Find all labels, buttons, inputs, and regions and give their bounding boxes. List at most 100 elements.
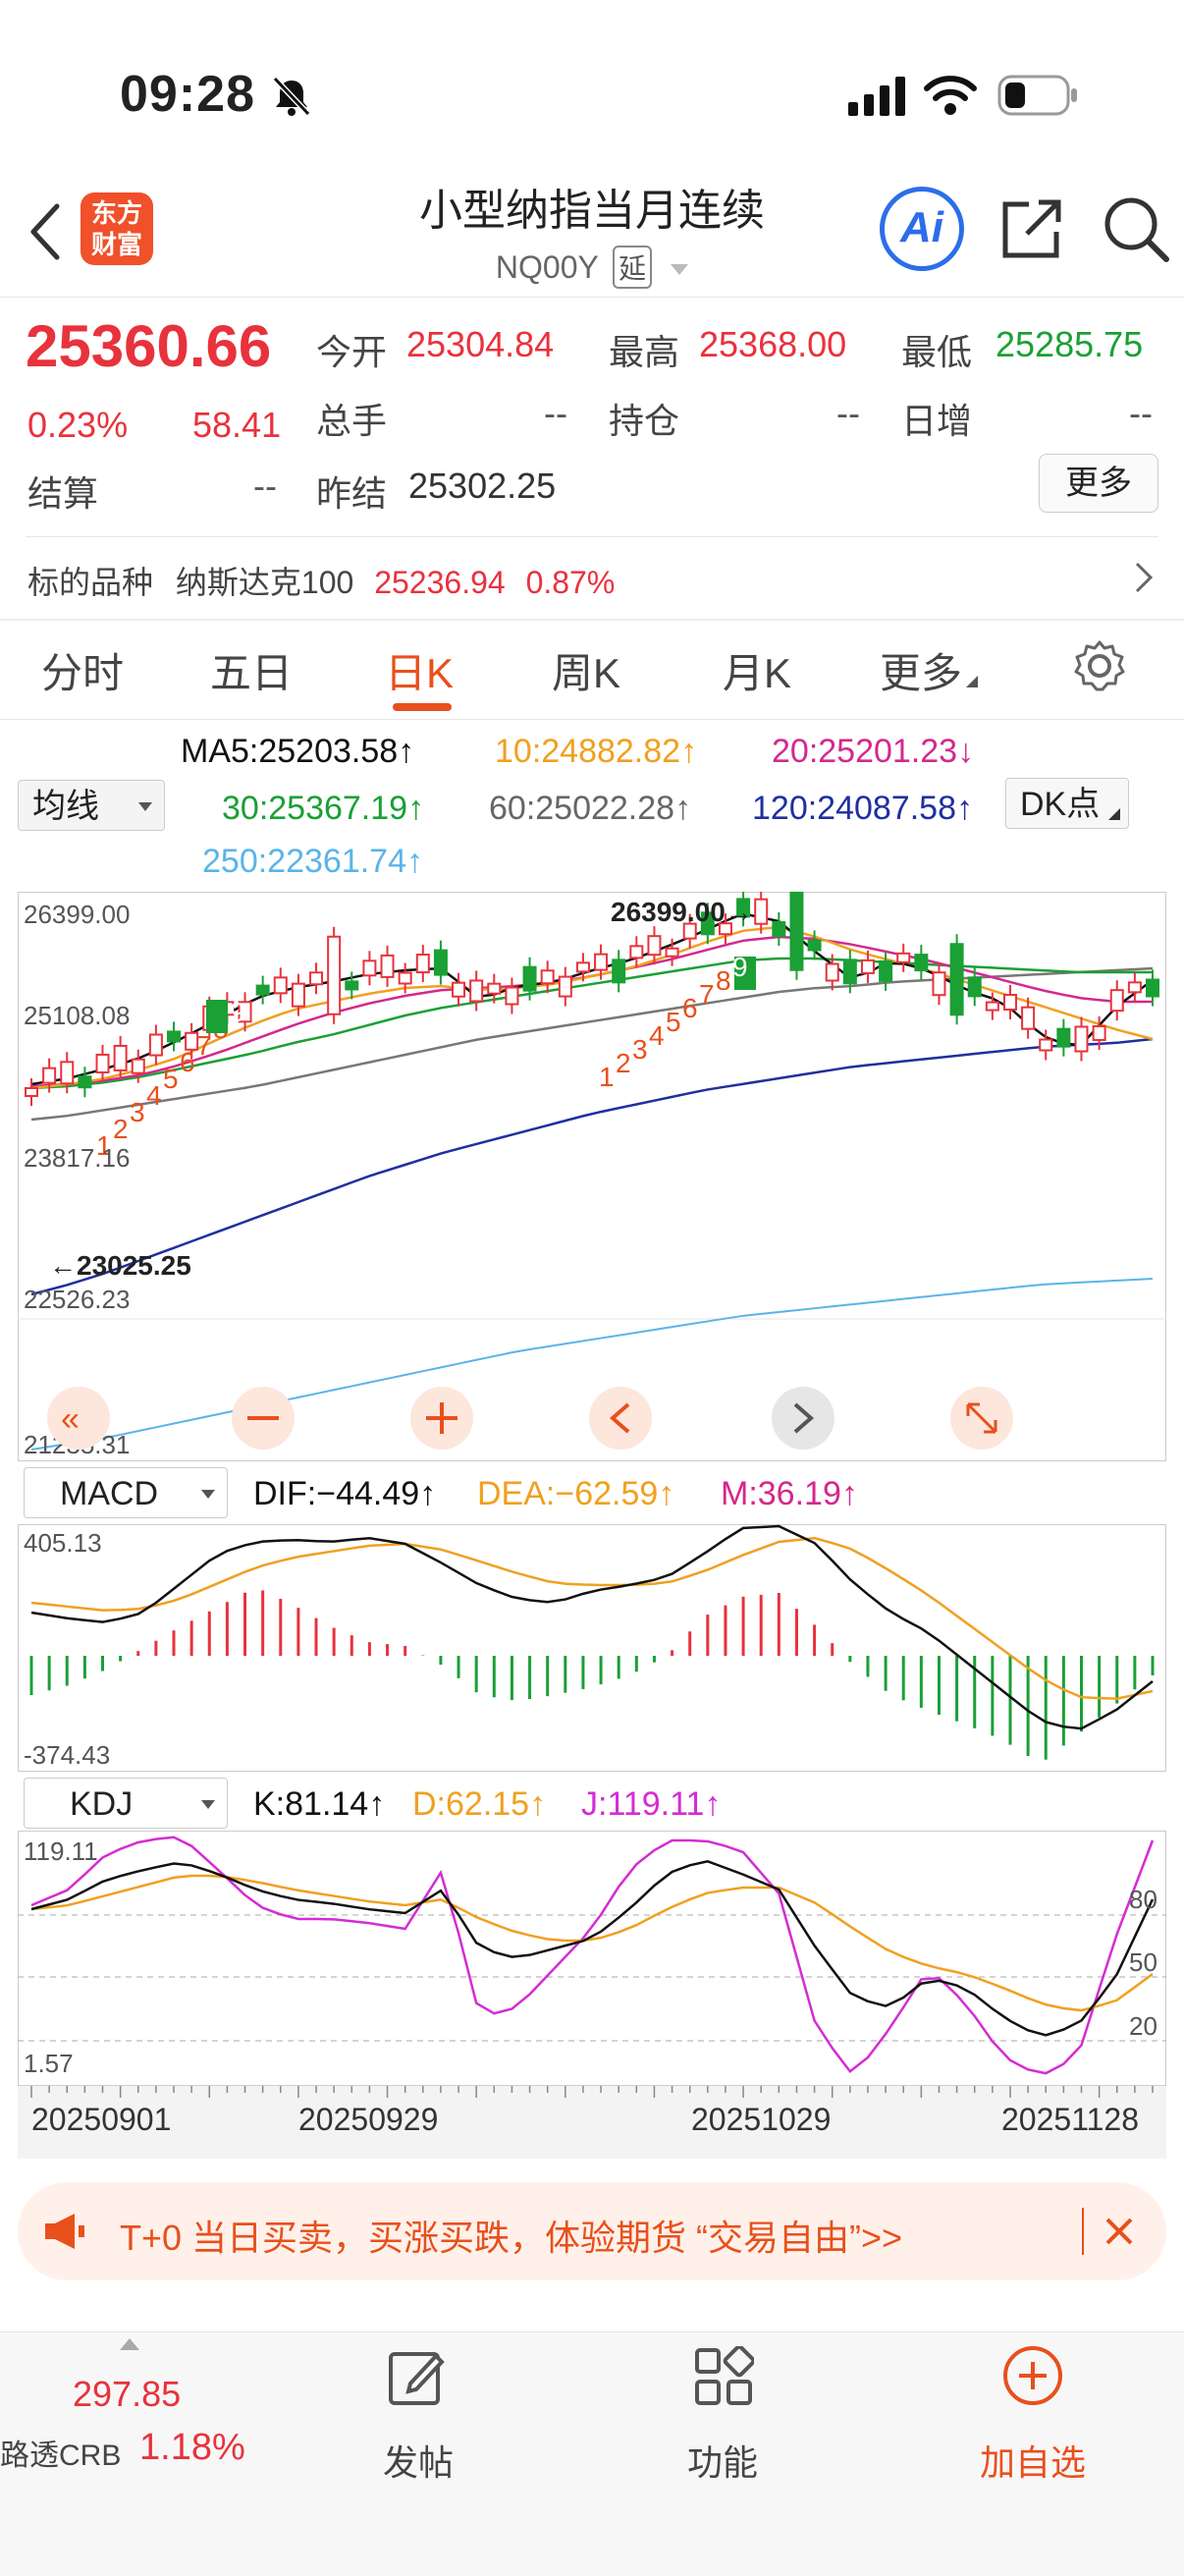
ma250-value: 250:22361.74↑ <box>202 843 423 881</box>
candle-body <box>1111 990 1123 1011</box>
scroll-left-button[interactable] <box>589 1387 652 1450</box>
candle-body <box>897 954 909 962</box>
tab-weekly-k[interactable]: 周K <box>552 640 620 700</box>
tab-more[interactable]: 更多 <box>880 640 978 700</box>
delay-badge: 延 <box>613 246 652 289</box>
scroll-right-button[interactable] <box>772 1387 834 1450</box>
macd-y-top: 405.13 <box>24 1528 102 1558</box>
crb-pct[interactable]: 1.18% <box>139 2427 245 2469</box>
macd-bar <box>635 1656 638 1672</box>
macd-bar <box>48 1656 51 1690</box>
wifi-icon <box>923 75 978 116</box>
post-edit-icon[interactable] <box>387 2346 448 2407</box>
macd-bar <box>795 1609 798 1656</box>
macd-selector[interactable]: MACD <box>24 1467 228 1518</box>
ma120-value: 120:24087.58↑ <box>752 790 973 828</box>
dk-point-button[interactable]: DK点 <box>1005 778 1129 829</box>
count-label: 2 <box>616 1048 631 1078</box>
macd-selector-label: MACD <box>60 1475 158 1512</box>
macd-bar <box>724 1606 727 1656</box>
tab-intraday[interactable]: 分时 <box>41 640 124 700</box>
candle-body <box>773 922 784 936</box>
add-watchlist-label[interactable]: 加自选 <box>944 2435 1121 2486</box>
candle-body <box>150 1035 162 1056</box>
candle-body <box>1057 1029 1069 1047</box>
macd-bar <box>119 1656 122 1662</box>
date-label-4: 20251128 <box>1001 2102 1139 2138</box>
macd-bar <box>154 1641 157 1656</box>
more-button[interactable]: 更多 <box>1039 454 1158 513</box>
kdj-level-20: 20 <box>1129 2011 1157 2041</box>
macd-bar <box>1152 1656 1155 1675</box>
macd-bar <box>813 1624 816 1656</box>
post-button-label[interactable]: 发帖 <box>330 2435 507 2486</box>
macd-bar <box>938 1656 941 1715</box>
kdj-j: J:119.11↑ <box>581 1785 721 1824</box>
candle-body <box>667 949 678 957</box>
candle-body <box>790 892 802 970</box>
macd-chart[interactable]: 405.13 -374.43 <box>18 1524 1166 1772</box>
crb-value[interactable]: 297.85 <box>73 2374 181 2415</box>
promo-banner[interactable]: T+0 当日买卖，买涨买跌，体验期货 “交易自由”>> <box>18 2182 1166 2280</box>
kline-chart[interactable]: 123456789123456789 26399.00 25108.08 238… <box>18 892 1166 1461</box>
crb-label[interactable]: 路透CRB <box>0 2431 121 2474</box>
underlying-label: 标的品种 <box>27 565 153 600</box>
ticker-up-arrow-icon <box>120 2338 139 2350</box>
close-icon[interactable] <box>1103 2216 1135 2247</box>
candle-body <box>382 956 394 977</box>
candle-body <box>595 955 607 970</box>
share-icon[interactable] <box>999 196 1064 261</box>
candle-body <box>809 940 821 950</box>
macd-bar <box>101 1656 104 1672</box>
search-icon[interactable] <box>1102 194 1170 263</box>
candle-body <box>755 900 767 924</box>
dk-point-label: DK点 <box>1020 786 1100 823</box>
macd-bar <box>991 1656 994 1735</box>
tab-five-day[interactable]: 五日 <box>210 640 293 700</box>
candle-body <box>542 970 554 983</box>
volume-value: -- <box>544 393 567 434</box>
dropdown-triangle-icon <box>138 802 152 811</box>
macd-bar <box>564 1656 566 1693</box>
tab-monthly-k[interactable]: 月K <box>723 640 791 700</box>
candle-body <box>470 980 482 1001</box>
tab-more-label: 更多 <box>880 650 962 696</box>
candle-body <box>1022 1008 1034 1029</box>
macd-bar <box>457 1656 460 1678</box>
candle-body <box>43 1069 55 1083</box>
ma-selector[interactable]: 均线 <box>18 780 165 831</box>
macd-bar <box>511 1656 513 1700</box>
macd-bar <box>671 1650 673 1656</box>
y-label-2: 25108.08 <box>24 1001 130 1030</box>
macd-bar <box>653 1656 656 1663</box>
settle-value: -- <box>253 466 277 507</box>
kdj-level-80: 80 <box>1129 1885 1157 1914</box>
signal-icon <box>848 77 907 116</box>
candle-body <box>79 1076 90 1087</box>
add-watchlist-icon[interactable] <box>1001 2344 1064 2407</box>
function-button-label[interactable]: 功能 <box>634 2435 811 2486</box>
active-tab-indicator <box>393 703 452 711</box>
candle-body <box>915 955 927 970</box>
ai-assistant-button[interactable]: Ai <box>880 187 964 271</box>
candle-body <box>257 986 269 995</box>
low-value: 25285.75 <box>996 324 1143 365</box>
candle-body <box>310 972 322 984</box>
underlying-row[interactable]: 标的品种 纳斯达克100 25236.94 0.87% <box>27 558 615 603</box>
ma20-value: 20:25201.23↓ <box>772 733 974 771</box>
macd-bar <box>30 1656 33 1695</box>
macd-bar <box>920 1656 923 1708</box>
function-grid-icon[interactable] <box>693 2346 754 2407</box>
candle-body <box>363 960 375 975</box>
chevron-right-icon[interactable] <box>1133 560 1157 595</box>
kdj-selector[interactable]: KDJ <box>24 1778 228 1829</box>
tab-daily-k[interactable]: 日K <box>385 640 454 700</box>
kdj-chart[interactable]: 119.11 1.57 80 50 20 <box>18 1831 1166 2086</box>
macd-bar <box>1008 1656 1011 1745</box>
count-label: 8 <box>716 965 731 996</box>
candle-body <box>168 1031 180 1041</box>
candle-body <box>453 983 464 997</box>
candle-body <box>1075 1027 1087 1052</box>
macd-bar <box>581 1656 584 1689</box>
settings-gear-icon[interactable] <box>1072 638 1127 693</box>
